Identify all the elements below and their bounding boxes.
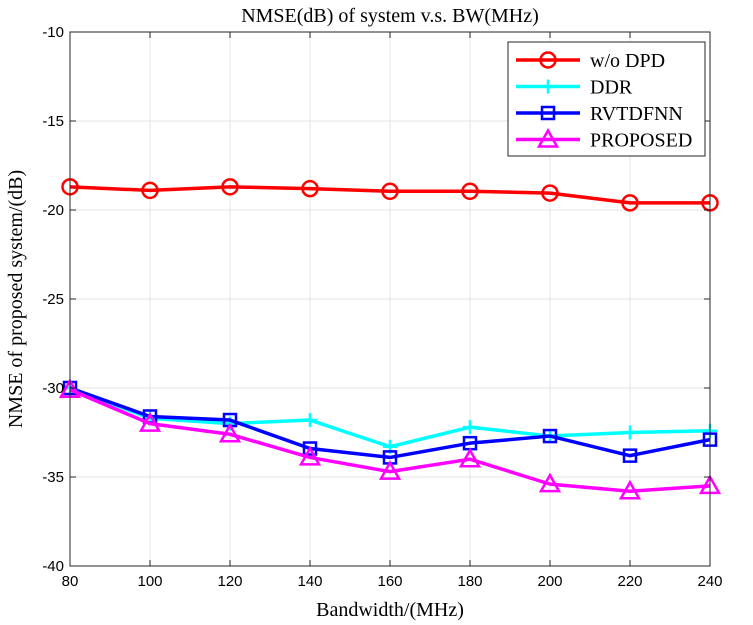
series-line bbox=[69, 185, 710, 205]
y-tick-label: -40 bbox=[42, 558, 64, 575]
data-point bbox=[463, 420, 477, 435]
y-tick-label: -30 bbox=[42, 380, 64, 397]
series-line bbox=[69, 388, 711, 493]
y-tick-label: -20 bbox=[42, 202, 64, 219]
x-tick-label: 240 bbox=[697, 573, 722, 590]
data-point bbox=[141, 181, 159, 200]
legend-label: w/o DPD bbox=[590, 50, 665, 72]
data-point bbox=[538, 472, 562, 493]
legend-marker bbox=[536, 127, 560, 148]
legend-item: PROPOSED bbox=[516, 127, 692, 152]
y-tick-label: -15 bbox=[42, 113, 64, 130]
data-point bbox=[303, 413, 317, 428]
legend-label: RVTDFNN bbox=[590, 103, 683, 125]
legend-marker bbox=[540, 105, 556, 121]
legend-item: RVTDFNN bbox=[516, 103, 683, 125]
axis-ticks: 80 100 120 140 160 180 200 220 240 -10 -15 -20 -25 -3… bbox=[42, 24, 722, 590]
data-point bbox=[381, 182, 399, 201]
chart-title: NMSE(dB) of system v.s. BW(MHz) bbox=[241, 5, 539, 27]
x-tick-label: 140 bbox=[297, 573, 322, 590]
x-axis-label: Bandwidth/(MHz) bbox=[316, 599, 464, 621]
y-tick-label: -10 bbox=[42, 24, 64, 41]
y-axis-label: NMSE of proposed system/(dB) bbox=[5, 170, 27, 428]
legend-marker bbox=[541, 79, 555, 94]
data-point bbox=[621, 194, 639, 212]
data-point bbox=[301, 179, 319, 198]
y-tick-label: -35 bbox=[42, 469, 64, 486]
data-point bbox=[458, 447, 482, 468]
data-point bbox=[461, 182, 479, 201]
x-tick-label: 80 bbox=[62, 573, 79, 590]
legend: w/o DPD DDR RVTDFNN PROPOSED bbox=[507, 41, 706, 157]
x-tick-label: 160 bbox=[377, 573, 402, 590]
x-tick-label: 100 bbox=[137, 573, 162, 590]
x-tick-label: 180 bbox=[457, 573, 482, 590]
legend-label: DDR bbox=[590, 77, 633, 99]
legend-marker bbox=[539, 51, 557, 69]
legend-item: DDR bbox=[516, 77, 633, 99]
data-point bbox=[298, 445, 322, 466]
data-point bbox=[221, 178, 239, 196]
legend-item: w/o DPD bbox=[516, 50, 665, 72]
data-point bbox=[378, 460, 402, 480]
data-point bbox=[622, 448, 638, 463]
series-proposed bbox=[58, 378, 722, 500]
series-w-o-dpd bbox=[61, 178, 719, 212]
data-point bbox=[302, 441, 318, 456]
data-point bbox=[138, 412, 162, 432]
data-point bbox=[541, 184, 559, 202]
data-point bbox=[542, 428, 558, 444]
x-tick-label: 220 bbox=[617, 573, 642, 590]
x-tick-label: 120 bbox=[217, 573, 242, 590]
x-tick-label: 200 bbox=[537, 573, 562, 590]
series-line bbox=[69, 386, 711, 460]
legend-label: PROPOSED bbox=[590, 130, 692, 152]
data-point bbox=[623, 425, 637, 440]
data-point bbox=[218, 422, 242, 443]
y-tick-label: -25 bbox=[42, 291, 64, 308]
data-point bbox=[618, 479, 642, 500]
